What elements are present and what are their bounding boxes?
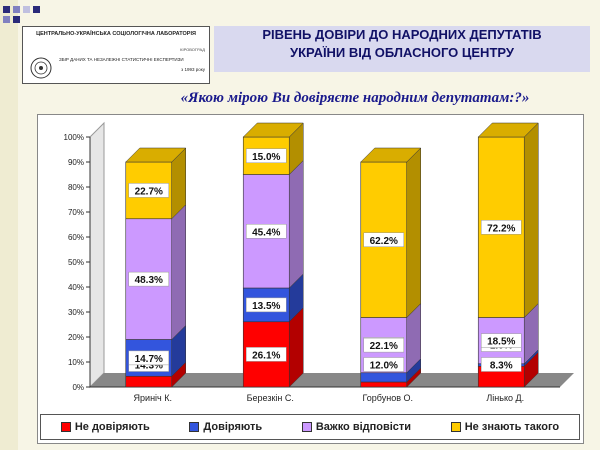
y-tick-label: 0%	[72, 383, 84, 392]
decor-square	[3, 16, 10, 23]
y-tick-label: 100%	[64, 133, 84, 142]
bar-top	[242, 122, 304, 138]
data-label: 45.4%	[252, 227, 280, 238]
data-label-box	[363, 337, 404, 353]
y-tick-label: 30%	[68, 308, 84, 317]
bar-segment	[360, 381, 408, 388]
legend-swatch	[301, 422, 312, 432]
data-label-box	[128, 183, 169, 198]
legend-item: Не довіряють	[60, 421, 150, 433]
decor-square	[13, 6, 20, 13]
stacked-bar-chart: 0% 10% 20% 30% 40% 50% 60% 70% 80% 90% 100% 14.3%14…	[64, 121, 574, 403]
data-label-box	[481, 357, 522, 372]
bar-top	[477, 122, 539, 138]
data-label: 14.3%	[135, 361, 163, 372]
legend-item: Довіряють	[189, 421, 262, 433]
chart-legend: Не довіряють Довіряють Важко відповісти …	[40, 414, 580, 440]
data-label-box	[246, 224, 287, 239]
data-label: 15.0%	[252, 152, 280, 163]
y-tick-label: 70%	[68, 208, 84, 217]
data-label: 13.5%	[252, 301, 280, 312]
data-label: 14.7%	[135, 354, 163, 365]
x-tick-label: Горбунов О.	[363, 393, 414, 403]
data-label-box	[246, 148, 287, 163]
data-label-box	[246, 347, 287, 362]
logo-tagline: ЗБІР ДАНИХ ТА НЕЗАЛЕЖНІ СТАТИСТИЧНІ ЕКСП…	[59, 57, 184, 62]
data-label: 22.1%	[370, 341, 398, 352]
data-label: 48.3%	[135, 275, 163, 286]
legend-label: Довіряють	[203, 421, 263, 433]
legend-label: Не знають такого	[464, 421, 560, 433]
survey-question: «Якою мірою Ви довіряєте народним депута…	[180, 90, 530, 106]
data-label: 62.2%	[370, 236, 398, 247]
decor-square	[23, 6, 30, 13]
x-tick-label: Березкін С.	[247, 393, 294, 403]
data-label: 12.0%	[370, 361, 398, 372]
legend-item: Важко відповісти	[301, 421, 412, 433]
data-label-box	[481, 220, 522, 235]
data-label-box	[481, 333, 522, 348]
seal-icon	[30, 57, 52, 79]
y-tick-label: 60%	[68, 233, 84, 242]
chart-floor	[90, 373, 574, 387]
data-label-box	[246, 297, 287, 313]
data-label: 26.1%	[252, 350, 280, 361]
legend-label: Важко відповісти	[315, 421, 412, 433]
bar-segment	[360, 372, 408, 383]
decor-square	[33, 6, 40, 13]
data-label: 22.7%	[135, 186, 163, 197]
bar-top	[360, 147, 422, 163]
y-tick-label: 50%	[68, 258, 84, 267]
y-tick-label: 90%	[68, 158, 84, 167]
data-label-box	[128, 350, 169, 366]
logo-city: КІРОВОГРАД	[180, 47, 205, 52]
bar-segment-side	[171, 204, 186, 341]
title-line-1: РІВЕНЬ ДОВІРИ ДО НАРОДНИХ ДЕПУТАТІВ	[262, 27, 542, 42]
legend-swatch	[450, 422, 461, 432]
legend-swatch	[189, 422, 200, 432]
data-label-box	[128, 271, 169, 287]
y-tick-label: 80%	[68, 183, 84, 192]
y-tick-label: 20%	[68, 333, 84, 342]
y-tick-label: 10%	[68, 358, 84, 367]
title-line-2: УКРАЇНИ ВІД ОБЛАСНОГО ЦЕНТРУ	[290, 45, 514, 60]
data-label-box	[363, 232, 404, 247]
data-label-box	[363, 357, 404, 372]
data-label: 72.2%	[487, 223, 515, 234]
bar-segment-side	[406, 147, 421, 319]
lab-logo: ЦЕНТРАЛЬНО-УКРАЇНСЬКА СОЦІОЛОГІЧНА ЛАБОР…	[22, 26, 210, 84]
legend-item: Не знають такого	[450, 421, 560, 433]
chart-side-wall	[89, 121, 105, 389]
decor-square	[13, 16, 20, 23]
data-label: 8.3%	[490, 361, 513, 372]
logo-title: ЦЕНТРАЛЬНО-УКРАЇНСЬКА СОЦІОЛОГІЧНА ЛАБОР…	[36, 31, 196, 37]
data-label: 18.5%	[487, 337, 515, 348]
x-tick-label: Яриніч К.	[134, 393, 172, 403]
logo-since: з 1993 року	[181, 67, 205, 72]
chart-area: 0% 10% 20% 30% 40% 50% 60% 70% 80% 90% 100% 14.3% 14…	[37, 114, 584, 444]
bar-segment-side	[524, 122, 539, 319]
bar-segment-side	[289, 159, 304, 289]
left-decor-strip	[0, 0, 18, 450]
x-tick-label: Лінько Д.	[486, 393, 524, 403]
bar-segment	[125, 375, 173, 388]
bar-top	[125, 147, 187, 163]
decor-square	[3, 6, 10, 13]
page-title: РІВЕНЬ ДОВІРИ ДО НАРОДНИХ ДЕПУТАТІВ УКРА…	[214, 26, 590, 72]
legend-label: Не довіряють	[74, 421, 150, 433]
y-tick-label: 40%	[68, 283, 84, 292]
legend-swatch	[60, 422, 71, 432]
